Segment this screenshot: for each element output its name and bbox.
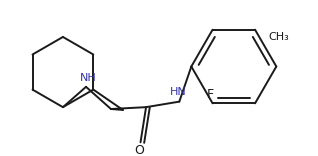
Text: F: F [207, 88, 214, 101]
Text: HN: HN [170, 87, 187, 97]
Text: CH₃: CH₃ [268, 32, 289, 42]
Text: NH: NH [80, 73, 96, 83]
Text: O: O [135, 144, 145, 156]
